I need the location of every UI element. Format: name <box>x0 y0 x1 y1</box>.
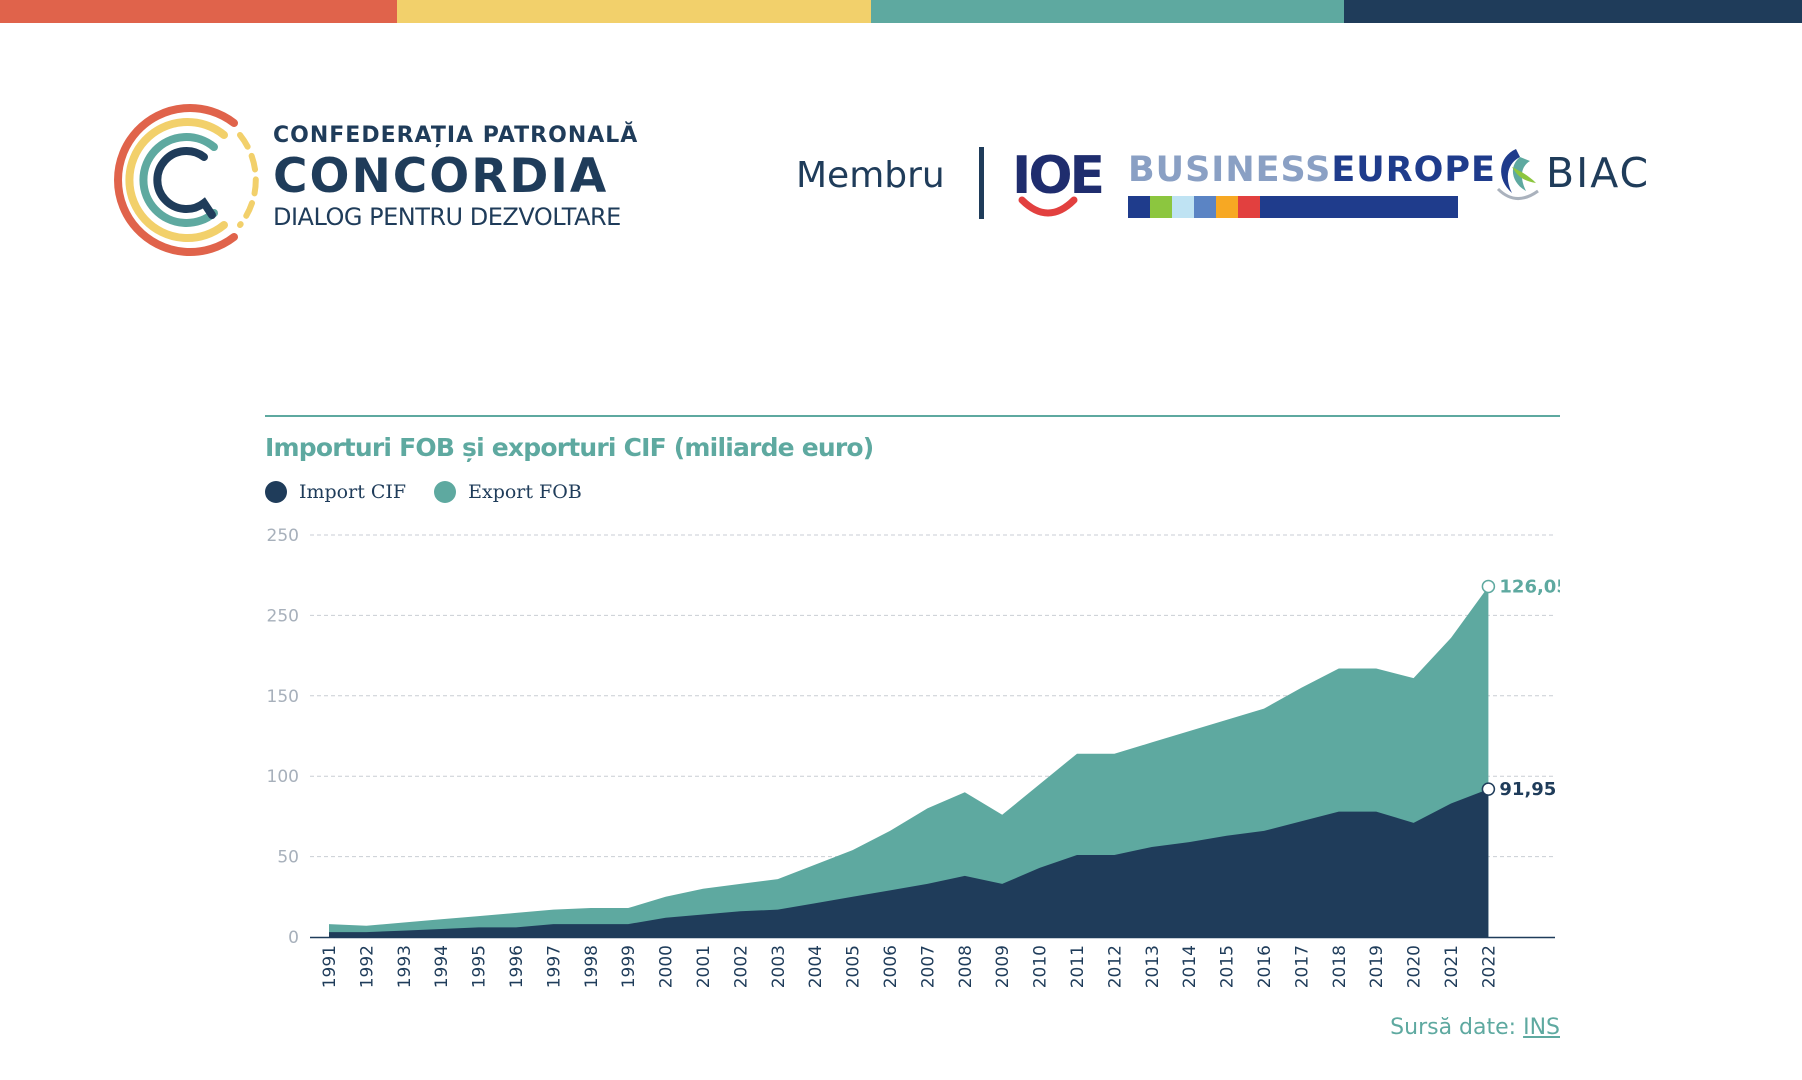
brand-text: CONFEDERAȚIA PATRONALĂ CONCORDIA DIALOG … <box>273 123 638 230</box>
brand-line1: CONFEDERAȚIA PATRONALĂ <box>273 123 639 148</box>
stripe-5 <box>1216 196 1238 218</box>
header-divider <box>979 147 984 219</box>
source-link[interactable]: INS <box>1523 1015 1560 1040</box>
y-tick-label: 50 <box>277 848 299 868</box>
y-tick-label: 150 <box>267 687 299 707</box>
stripe-1 <box>1128 196 1150 218</box>
brand-line3: DIALOG PENTRU DEZVOLTARE <box>273 203 621 231</box>
businesseurope-stripe <box>1128 196 1458 218</box>
x-tick-label: 2003 <box>769 945 789 988</box>
x-tick-label: 2002 <box>731 945 751 988</box>
x-tick-label: 2004 <box>806 945 826 988</box>
stripe-7 <box>1260 196 1458 218</box>
x-tick-label: 2005 <box>844 945 864 988</box>
x-tick-label: 2020 <box>1405 945 1425 988</box>
top-bar-segment-teal <box>871 0 1344 23</box>
x-tick-label: 1999 <box>619 945 639 988</box>
businesseurope-business: BUSINESS <box>1128 150 1332 190</box>
x-tick-label: 1991 <box>320 945 340 988</box>
top-bar-segment-yellow <box>397 0 871 23</box>
x-tick-label: 2013 <box>1143 945 1163 988</box>
x-tick-label: 1998 <box>582 945 602 988</box>
x-tick-label: 2016 <box>1255 945 1275 988</box>
x-tick-label: 2010 <box>1031 945 1051 988</box>
member-label: Membru <box>796 155 945 196</box>
ioe-logo-text: IOE <box>1012 146 1105 206</box>
brand-logo: CONFEDERAȚIA PATRONALĂ CONCORDIA DIALOG … <box>100 95 660 265</box>
biac-emblem-icon <box>1496 149 1539 200</box>
stripe-2 <box>1150 196 1172 218</box>
x-tick-label: 2001 <box>694 945 714 988</box>
y-tick-label: 100 <box>267 767 299 787</box>
stripe-6 <box>1238 196 1260 218</box>
legend-label-export: Export FOB <box>468 481 582 503</box>
legend-item-import: Import CIF <box>265 481 406 503</box>
source-label: Sursă date: <box>1390 1015 1517 1040</box>
x-tick-label: 2014 <box>1180 945 1200 988</box>
x-tick-label: 1997 <box>544 945 564 988</box>
legend-label-import: Import CIF <box>299 481 407 503</box>
export-end-label: 126,05 <box>1499 576 1560 597</box>
x-tick-label: 2015 <box>1218 945 1238 988</box>
x-tick-label: 1996 <box>507 945 527 988</box>
chart-panel: Importuri FOB și exporturi CIF (miliarde… <box>265 415 1560 1045</box>
y-tick-label: 0 <box>288 928 299 948</box>
x-tick-label: 2021 <box>1442 945 1462 988</box>
concordia-logo-icon <box>114 104 259 256</box>
brand-line2: CONCORDIA <box>273 149 609 204</box>
ioe-logo: IOE <box>1012 146 1105 222</box>
x-tick-label: 2012 <box>1105 945 1125 988</box>
top-bar-segment-red <box>0 0 397 23</box>
x-tick-label: 2008 <box>956 945 976 988</box>
chart-title: Importuri FOB și exporturi CIF (miliarde… <box>265 433 874 462</box>
legend-swatch-import <box>265 481 287 503</box>
chart-top-rule <box>265 415 1560 417</box>
top-color-bar <box>0 0 1802 23</box>
businesseurope-logo: BUSINESSEUROPE <box>1128 150 1495 218</box>
stripe-3 <box>1172 196 1194 218</box>
businesseurope-logo-text: BUSINESSEUROPE <box>1128 150 1495 190</box>
stripe-4 <box>1194 196 1216 218</box>
export-end-marker <box>1481 579 1496 594</box>
x-tick-label: 2017 <box>1292 945 1312 988</box>
y-tick-label: 250 <box>267 606 299 626</box>
x-tick-label: 2009 <box>993 945 1013 988</box>
x-tick-label: 2007 <box>918 945 938 988</box>
ioe-smile-icon <box>1018 196 1078 217</box>
x-tick-label: 2018 <box>1330 945 1350 988</box>
legend-swatch-export <box>434 481 457 503</box>
x-tick-label: 2000 <box>657 945 677 988</box>
x-tick-label: 1992 <box>357 945 377 988</box>
x-tick-label: 1994 <box>432 945 452 988</box>
y-tick-label: 250 <box>267 526 299 546</box>
import-area <box>329 789 1489 937</box>
source-note: Sursă date: INS <box>1390 1015 1560 1040</box>
top-bar-segment-navy <box>1344 0 1802 23</box>
import-end-label: 91,95 <box>1499 779 1556 800</box>
x-tick-label: 2019 <box>1367 945 1387 988</box>
biac-logo-text: BIAC <box>1546 149 1651 197</box>
x-tick-label: 1993 <box>395 945 415 988</box>
businesseurope-europe: EUROPE <box>1331 150 1496 190</box>
x-tick-label: 2022 <box>1479 945 1499 988</box>
x-tick-label: 2006 <box>881 945 901 988</box>
area-chart: 0 50 100 150 250 250 1991 1992 1993 1994 1995 1996 1… <box>267 526 1560 988</box>
biac-logo: BIAC <box>1490 143 1660 207</box>
chart-legend: Import CIF Export FOB <box>265 481 610 503</box>
x-tick-label: 1995 <box>470 945 490 988</box>
x-tick-label: 2011 <box>1068 945 1088 988</box>
import-end-marker <box>1481 782 1496 796</box>
legend-item-export: Export FOB <box>434 481 582 503</box>
